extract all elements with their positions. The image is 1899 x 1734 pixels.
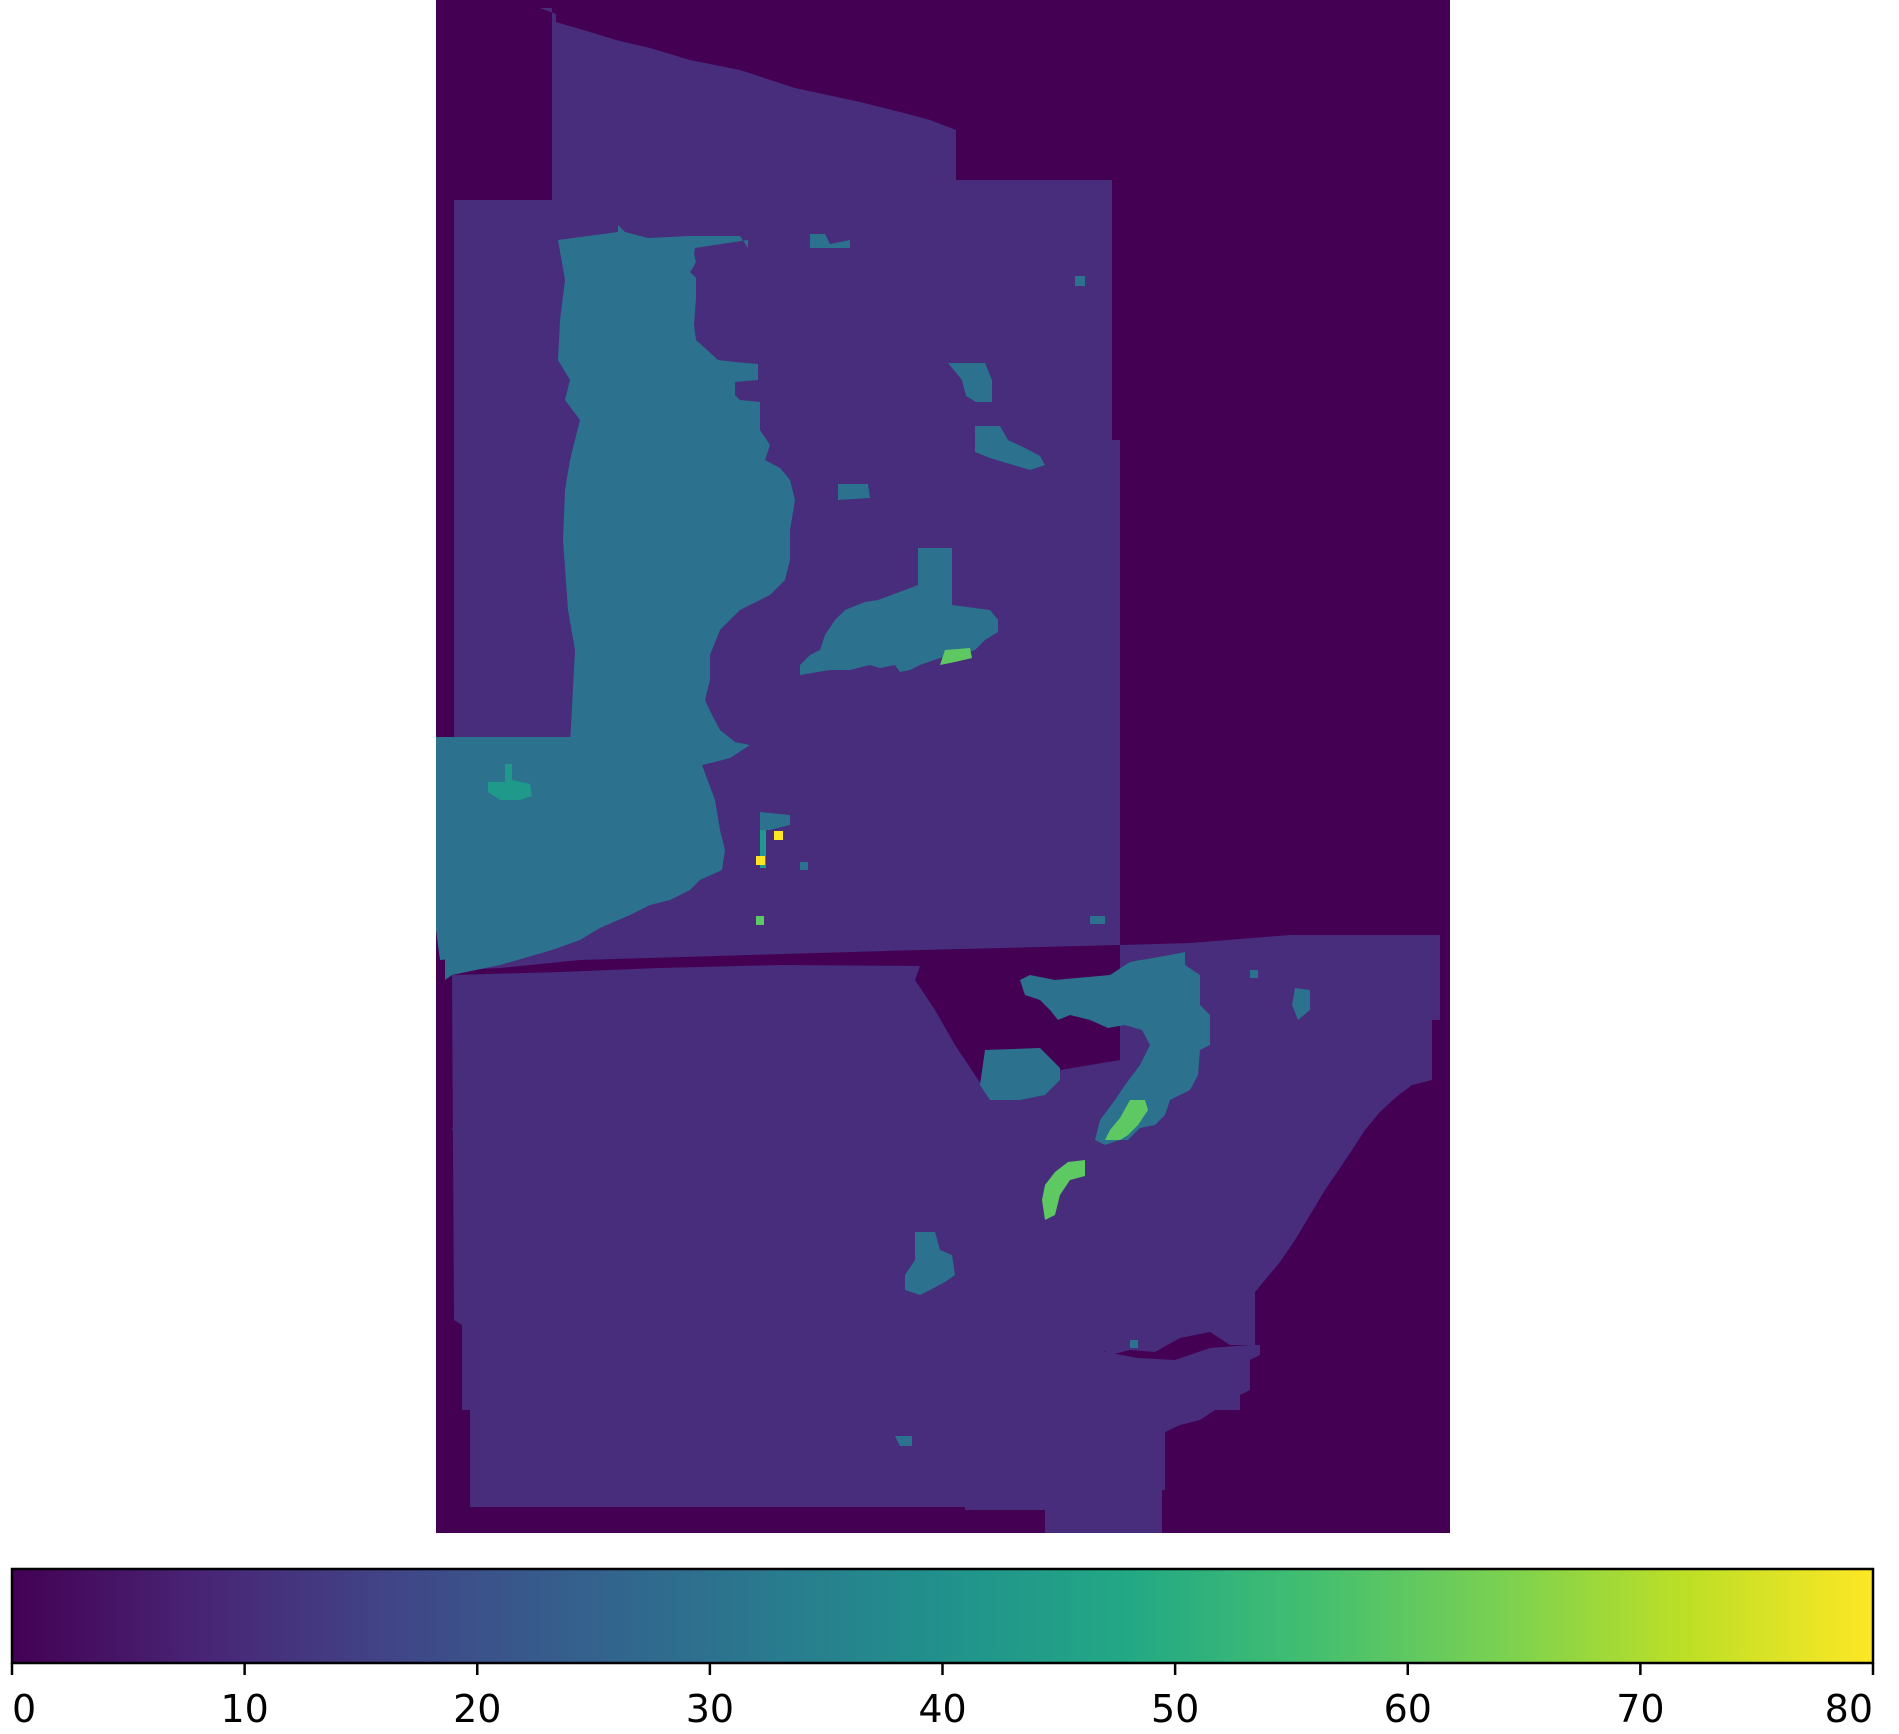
colorbar-tick-label: 60 <box>1384 1687 1432 1731</box>
region-small-patch-1 <box>948 363 992 402</box>
region-streak-2 <box>1105 1100 1148 1140</box>
region-west-block-shoulder <box>436 737 600 960</box>
region-central-patch <box>800 548 998 675</box>
region-streak-3 <box>1042 1160 1085 1220</box>
region-small-patch-3 <box>838 484 870 500</box>
region-small-patch-2 <box>975 426 1045 470</box>
colorbar: 0 10 20 30 40 50 60 70 80 <box>10 1567 1875 1731</box>
colorbar-tick-label: 50 <box>1151 1687 1199 1731</box>
hotspot-1 <box>774 831 783 840</box>
colorbar-tick-label: 10 <box>220 1687 268 1731</box>
region-east-patch-lower <box>980 1048 1060 1100</box>
region-small-patch-8 <box>895 1436 912 1446</box>
region-small-patch-9 <box>1130 1340 1138 1348</box>
heatmap-image <box>436 0 1450 1533</box>
colorbar-tick-label: 20 <box>453 1687 501 1731</box>
colorbar-ticks: 0 10 20 30 40 50 60 70 80 <box>10 1663 1875 1731</box>
hotspot-2 <box>756 856 765 865</box>
colorbar-tick-label: 30 <box>686 1687 734 1731</box>
colorbar-tick-label: 0 <box>12 1687 36 1731</box>
region-south-patch <box>905 1232 955 1295</box>
colorbar-tick-label: 40 <box>918 1687 966 1731</box>
region-small-patch-5 <box>1075 276 1085 286</box>
region-streak-1 <box>940 648 972 665</box>
region-small-patch-10 <box>760 812 790 830</box>
region-small-patch-4 <box>810 234 850 248</box>
region-small-green <box>756 916 764 925</box>
colorbar-gradient <box>10 1567 1875 1665</box>
region-small-patch-12 <box>1250 970 1258 978</box>
region-east-patch <box>1020 952 1210 1145</box>
region-west-spot <box>488 764 532 800</box>
region-small-patch-11 <box>800 862 808 870</box>
region-small-patch-7 <box>1292 988 1310 1020</box>
colorbar-tick-label: 70 <box>1616 1687 1664 1731</box>
region-southern-block <box>452 1116 1260 1533</box>
colorbar-tick-label: 80 <box>1825 1687 1873 1731</box>
region-small-patch-6 <box>1090 916 1105 924</box>
